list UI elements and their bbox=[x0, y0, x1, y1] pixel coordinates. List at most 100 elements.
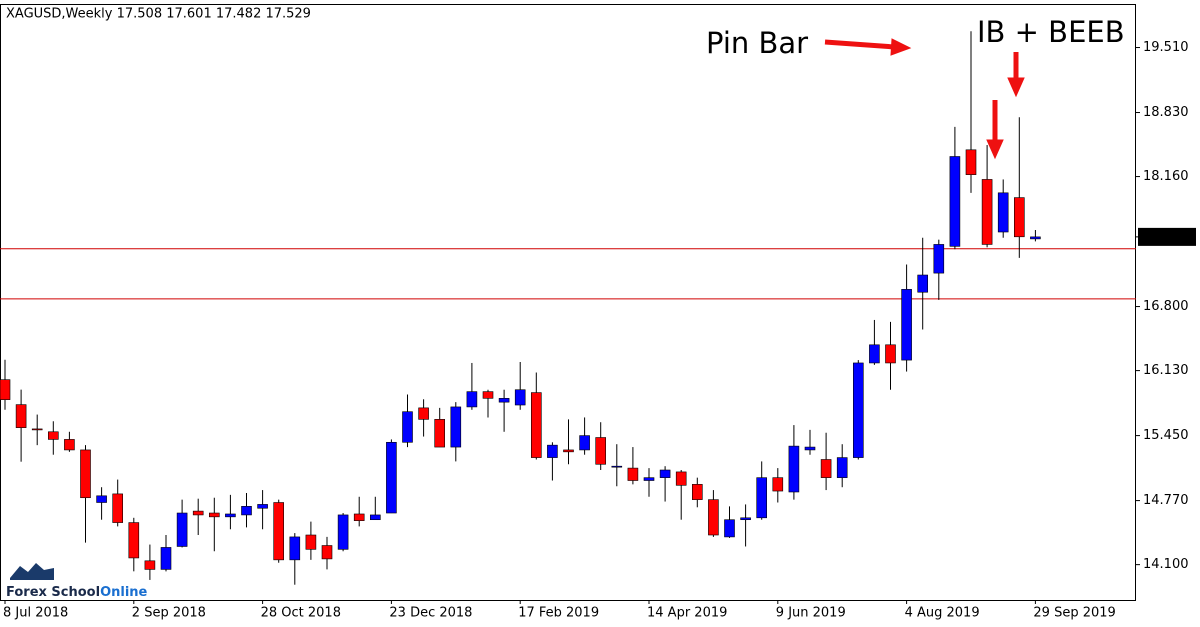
candle-body bbox=[257, 504, 268, 509]
x-tick-label: 2 Sep 2018 bbox=[132, 606, 206, 621]
y-tick-label: 19.510 bbox=[1143, 40, 1189, 55]
y-tick-label: 18.830 bbox=[1143, 105, 1189, 120]
candle-body bbox=[31, 428, 43, 431]
candle-body bbox=[579, 435, 590, 451]
logo: Forex SchoolOnline bbox=[6, 563, 148, 600]
price-label: 17.529 bbox=[1142, 229, 1188, 244]
candle-body bbox=[1013, 197, 1025, 238]
candle-body bbox=[64, 439, 75, 451]
candle-body bbox=[305, 534, 317, 550]
candle-body bbox=[128, 522, 140, 559]
candle-body bbox=[434, 419, 446, 448]
candle-body bbox=[321, 545, 333, 560]
candle-body bbox=[498, 398, 510, 403]
candle-body bbox=[981, 179, 993, 245]
y-tick-label: 16.800 bbox=[1143, 299, 1189, 314]
candle-body bbox=[788, 445, 800, 493]
logo-part: Forex School bbox=[6, 585, 100, 600]
candle-body bbox=[917, 274, 929, 293]
candle-body bbox=[482, 391, 494, 399]
candle-body bbox=[675, 471, 687, 486]
y-tick-label: 14.770 bbox=[1143, 493, 1189, 508]
arrowhead bbox=[1007, 77, 1025, 98]
logo-part: Online bbox=[100, 585, 147, 600]
candle-body bbox=[885, 344, 896, 364]
candle-body bbox=[708, 499, 719, 536]
candle-body bbox=[901, 289, 912, 361]
annotation: IB + BEEB bbox=[977, 15, 1125, 49]
y-tick-label: 16.130 bbox=[1143, 363, 1189, 378]
candle-body bbox=[772, 477, 784, 492]
candle-body bbox=[530, 392, 542, 458]
candle-body bbox=[949, 156, 961, 247]
annotations: Pin Bar IB + BEEB bbox=[706, 15, 1125, 160]
logo-text: Forex SchoolOnline bbox=[6, 585, 148, 600]
candle-body bbox=[273, 502, 285, 561]
candle-body bbox=[643, 477, 655, 481]
x-tick-label: 8 Jul 2018 bbox=[3, 606, 68, 621]
candle-body bbox=[836, 457, 848, 478]
candle-body bbox=[933, 244, 945, 274]
x-tick-label: 17 Feb 2019 bbox=[518, 606, 599, 621]
y-tick-label: 18.160 bbox=[1143, 169, 1189, 184]
candle-body bbox=[192, 510, 204, 516]
candle-body bbox=[514, 389, 526, 406]
candle-body bbox=[47, 431, 59, 440]
candle-body bbox=[176, 512, 188, 547]
candle-body bbox=[756, 477, 768, 519]
candle-body bbox=[80, 449, 91, 499]
candle-body bbox=[0, 379, 11, 400]
candle-body bbox=[691, 484, 703, 500]
candle-body bbox=[997, 192, 1009, 233]
candle-body bbox=[160, 547, 172, 570]
x-tick-label: 4 Aug 2019 bbox=[905, 606, 980, 621]
candle-body bbox=[337, 514, 349, 550]
candle-body bbox=[369, 514, 381, 521]
candle-body bbox=[289, 536, 301, 561]
candle-body bbox=[353, 513, 365, 521]
candle-body bbox=[852, 362, 864, 458]
annotation: Pin Bar bbox=[706, 26, 808, 60]
candle-body bbox=[112, 493, 123, 523]
candle-body bbox=[225, 513, 236, 518]
candle-body bbox=[15, 404, 27, 428]
candle-body bbox=[740, 517, 751, 521]
candle-body bbox=[450, 406, 462, 448]
candle-body bbox=[1030, 236, 1041, 240]
candle-body bbox=[659, 469, 671, 478]
candle-body bbox=[547, 444, 558, 458]
candle-body bbox=[386, 441, 397, 514]
candle-body bbox=[209, 512, 220, 518]
candle-body bbox=[466, 391, 478, 408]
x-tick-label: 29 Sep 2019 bbox=[1033, 606, 1115, 621]
candle-body bbox=[402, 411, 413, 443]
price-label-box bbox=[1138, 227, 1196, 246]
candle-body bbox=[804, 446, 816, 451]
candle-body bbox=[611, 465, 623, 468]
chart-title: XAGUSD,Weekly 17.508 17.601 17.482 17.52… bbox=[6, 7, 311, 22]
candle-body bbox=[820, 459, 832, 478]
y-tick-label: 15.450 bbox=[1143, 428, 1189, 443]
candle-body bbox=[241, 506, 252, 516]
arrowhead bbox=[986, 139, 1004, 160]
candle-body bbox=[563, 449, 574, 453]
candle-body bbox=[418, 407, 429, 420]
candle-body bbox=[144, 560, 156, 570]
candle-body bbox=[869, 344, 880, 364]
arrow bbox=[824, 39, 896, 50]
plot-frame bbox=[0, 4, 1136, 601]
arrows bbox=[824, 38, 1025, 160]
candle-body bbox=[627, 467, 639, 481]
x-tick-label: 28 Oct 2018 bbox=[261, 606, 341, 621]
candle-body bbox=[965, 149, 977, 175]
arrowhead bbox=[890, 38, 912, 56]
x-tick-label: 9 Jun 2019 bbox=[776, 606, 846, 621]
candle-body bbox=[724, 519, 735, 538]
x-tick-label: 23 Dec 2018 bbox=[389, 606, 472, 621]
logo-icon bbox=[10, 563, 54, 580]
candle-body bbox=[595, 437, 607, 465]
candle-body bbox=[96, 495, 107, 503]
